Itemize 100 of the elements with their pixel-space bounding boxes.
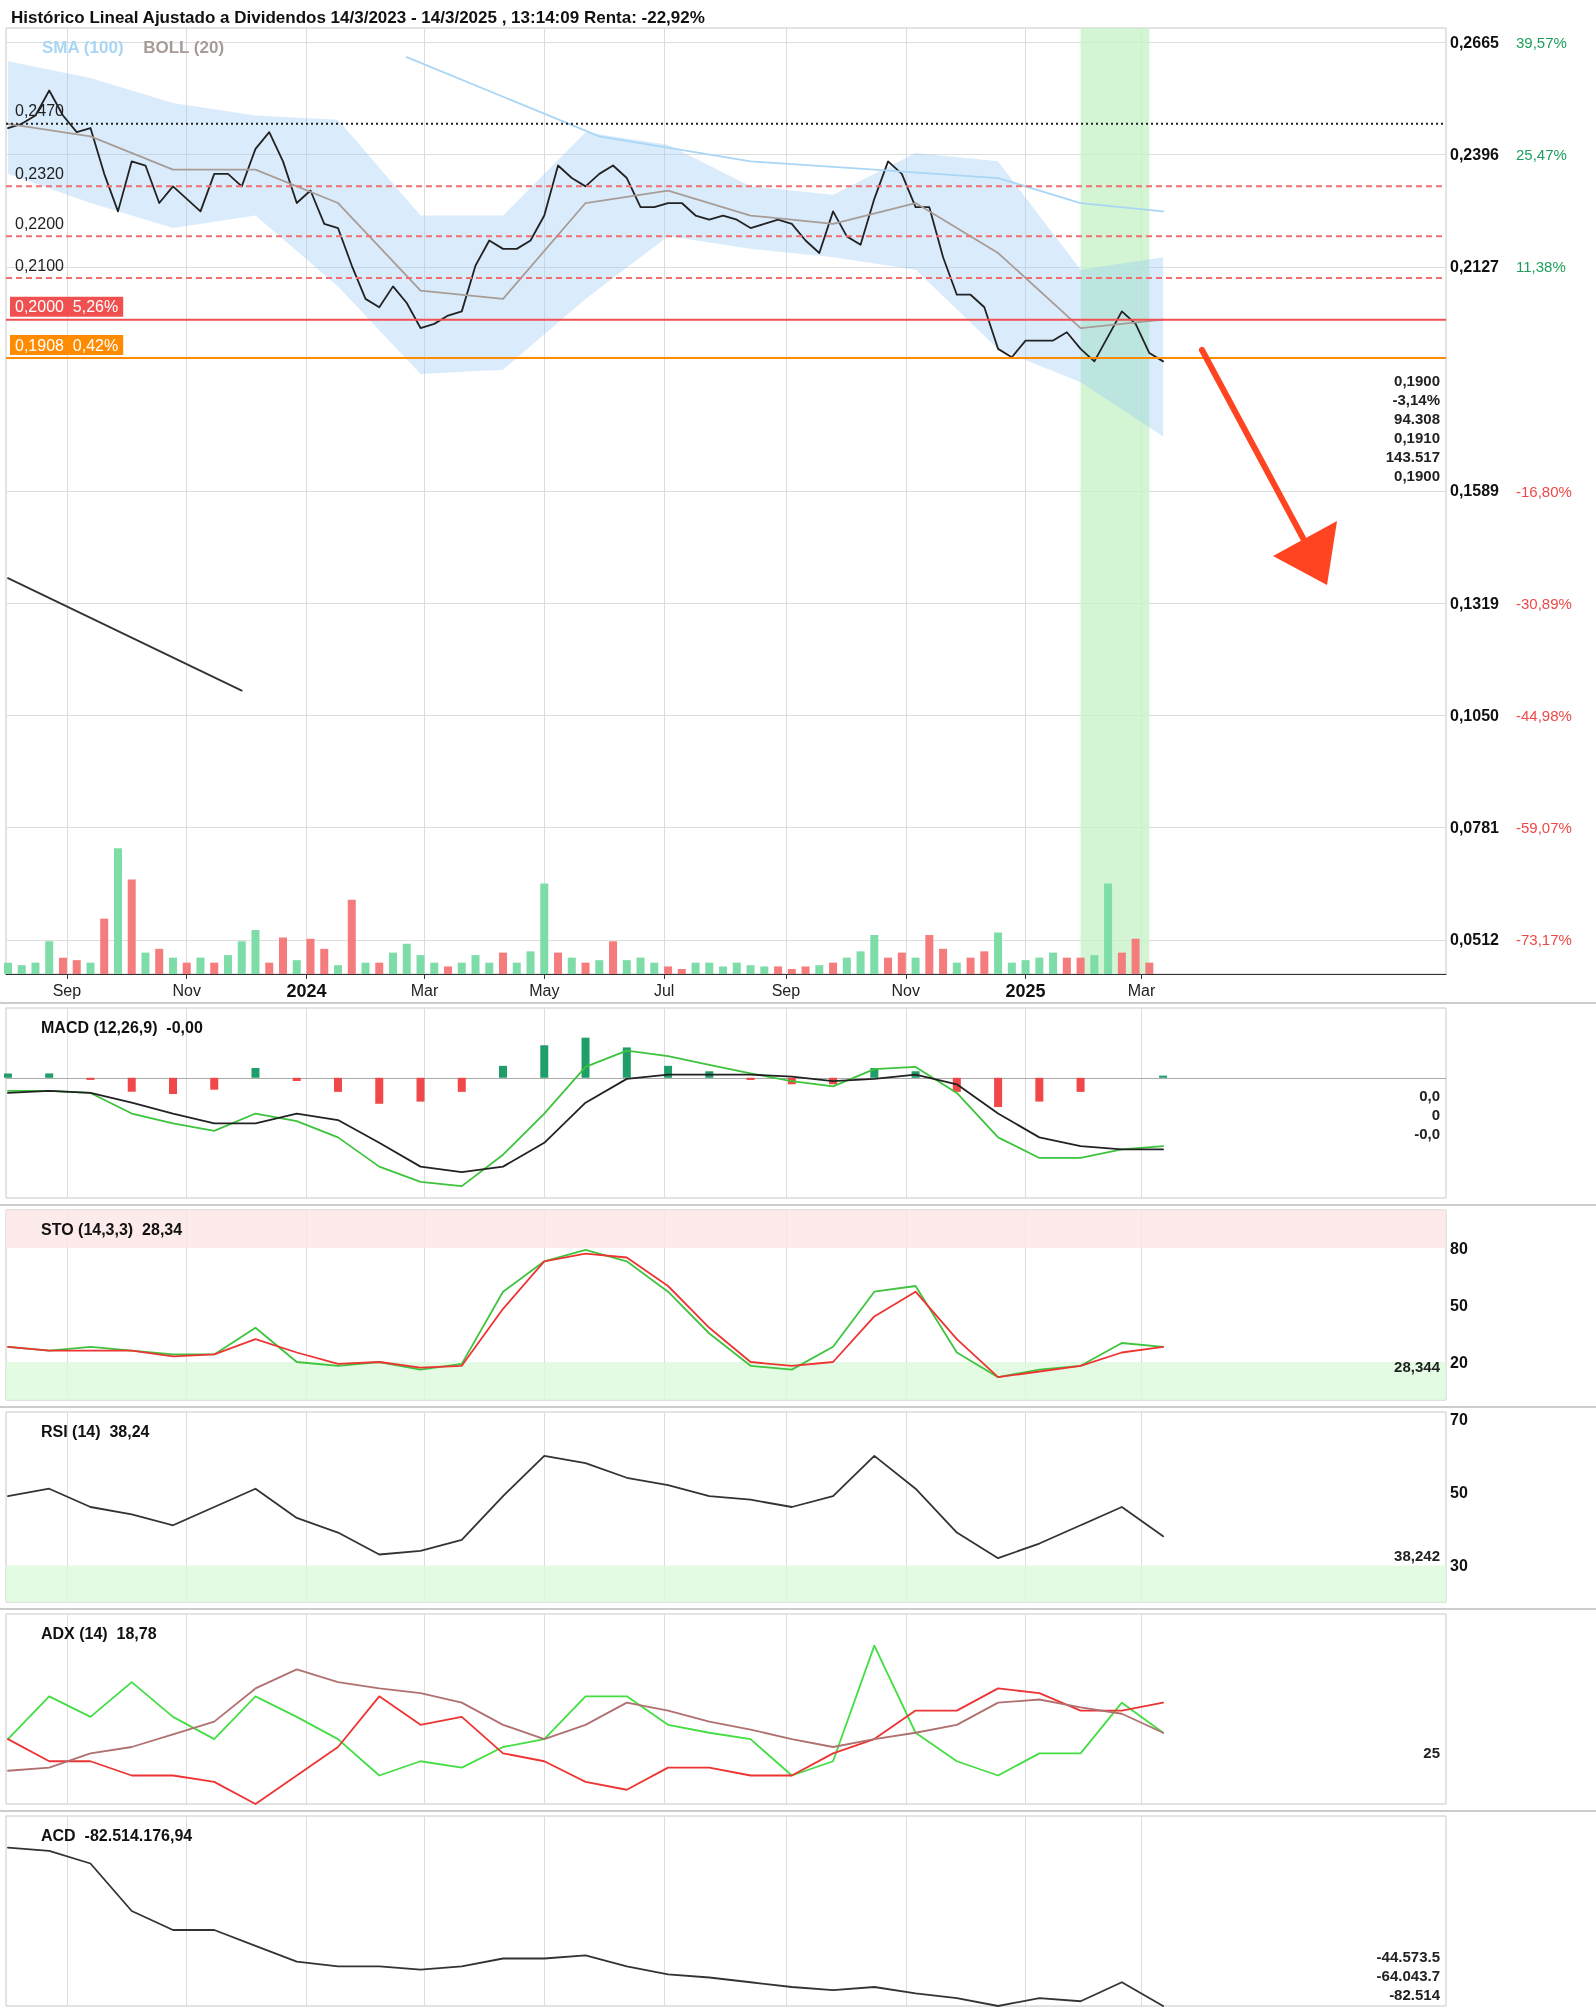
y-tick-label: 0,1319 [1450,595,1500,613]
bar [815,965,824,974]
annotation: 0,1900 [1394,372,1440,390]
bar [856,951,865,974]
bar [168,1077,177,1095]
bar [1145,962,1154,974]
bar [347,899,356,974]
bar [168,957,177,974]
bar [237,941,246,974]
y-tick-label: 0,2396 [1450,146,1500,164]
bar [100,918,109,974]
bar [664,966,673,974]
y2-tick-label: -16,80% [1516,482,1572,500]
bar [966,957,975,974]
annotation: 143.517 [1385,448,1440,466]
bar [182,962,191,974]
bar [210,1077,219,1090]
y-tick-label: 80 [1450,1239,1468,1257]
bar [334,965,343,974]
bar [127,1077,136,1092]
annotation: 0,1900 [1394,467,1440,485]
x-tick-label: May [529,981,560,999]
bar [141,952,150,974]
bar [1117,952,1126,974]
bar [402,943,411,974]
bar [801,966,810,974]
line-series [7,1454,1165,1560]
bar [292,960,301,974]
bar [1090,955,1099,974]
y-tick-label: 70 [1450,1410,1468,1428]
bar [540,1045,549,1078]
bar [595,960,604,974]
y2-tick-label: -30,89% [1516,594,1572,612]
annotation: 25 [1423,1743,1440,1761]
y2-tick-label: -59,07% [1516,819,1572,837]
bar [1076,1077,1085,1092]
bar [430,962,439,974]
ref-line-label: 0,1908 0,42% [15,336,119,354]
chart-title: ACD -82.514.176,94 [41,1826,193,1844]
bar [732,962,741,974]
bar [1035,957,1044,974]
line-series [405,56,1165,213]
bar [444,966,453,974]
text: BOLL (20) [143,38,225,57]
bar [471,955,480,974]
bar [567,957,576,974]
bar [774,966,783,974]
x-tick-label: Mar [410,981,439,999]
bar [994,932,1003,974]
bar [210,962,219,974]
bar [1021,960,1030,974]
bar [1104,883,1113,974]
annotation: -82.514 [1389,1986,1441,2003]
ref-line-label: 0,2000 5,26% [15,298,119,316]
bar [939,948,948,974]
x-tick-label: 2024 [286,981,327,1001]
bar [787,968,796,974]
bar [1159,1075,1168,1078]
x-tick-label: Nov [172,981,201,999]
bar [279,937,287,974]
text: RSI (14) 38,24 [41,1422,150,1440]
bar [760,966,769,974]
ref-line-label: 0,2200 [15,214,65,232]
text: SMA (100) [42,38,124,57]
y2-tick-label: -73,17% [1516,931,1572,949]
y-tick-label: 50 [1450,1296,1468,1314]
x-tick-label: Sep [771,981,801,999]
bar [485,962,494,974]
bar [842,957,851,974]
bar [58,957,67,974]
annotation: -0,0 [1414,1124,1440,1142]
bar [829,962,838,974]
annotation: -3,14% [1392,391,1440,409]
bar [1131,938,1140,974]
bar [265,962,274,974]
bar [1062,957,1071,974]
bar [994,1077,1003,1108]
chart-title: ADX (14) 18,78 [41,1624,157,1642]
bar [45,1073,54,1078]
bar [223,955,232,974]
bar [554,952,563,974]
bar [622,1047,631,1078]
bar [911,957,920,974]
bar [499,952,508,974]
bar [1076,957,1085,974]
bar [155,948,164,974]
bar [416,955,425,974]
bar [292,1077,301,1082]
bar [375,1077,384,1104]
bar [251,1068,260,1078]
bar [512,962,521,974]
annotation: 94.308 [1394,410,1440,428]
y-tick-label: 50 [1450,1483,1468,1501]
bar [884,957,893,974]
bar [870,934,879,974]
bar [1007,962,1016,974]
bar [320,948,329,974]
bar [3,962,12,974]
bar [86,962,95,974]
bar [952,962,961,974]
